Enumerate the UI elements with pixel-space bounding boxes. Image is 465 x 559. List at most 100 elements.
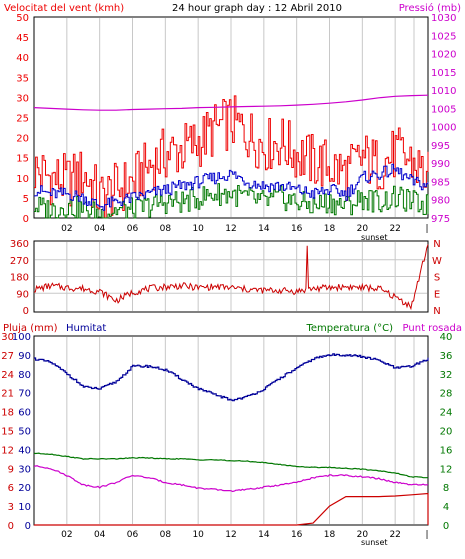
wind-hour-02: 02 [61,224,72,234]
wind-hour-16: 16 [291,224,303,234]
wind-min-line [34,183,429,219]
rain-hour-18: 18 [324,530,336,540]
temperature-ticks: 0 4 8 12 16 20 24 28 32 36 40 [440,332,453,532]
direction-degree-ticks: 0 90 180 270 360 [10,239,29,317]
rain-panel-grid [66,337,415,524]
compass-N-0: N [433,239,440,250]
sunset-label-top: sunset [361,233,388,242]
humidity-tick-40: 40 [18,445,31,456]
pressure-tick-985: 985 [431,177,450,188]
wind-tick-0: 0 [23,214,29,225]
wind-hour-end: | [425,224,428,234]
rain-hour-14: 14 [258,530,270,540]
wind-tick-50: 50 [16,13,29,24]
humidity-tick-80: 80 [18,370,31,381]
pressure-tick-990: 990 [431,159,450,170]
rain-hour-12: 12 [225,530,236,540]
wind-hour-10: 10 [192,224,204,234]
wind-hour-08: 08 [160,224,172,234]
rain-axis-label: Pluja (mm) [3,323,58,334]
pressure-tick-1030: 1030 [431,13,456,24]
temperature-axis-label: Temperatura (°C) [305,323,393,334]
temperature-tick-24: 24 [440,408,453,419]
humidity-tick-70: 70 [18,389,31,400]
pressure-tick-980: 980 [431,196,450,207]
direction-tick-180: 180 [10,273,29,284]
humidity-line [34,353,429,402]
rain-hour-08: 08 [160,530,172,540]
direction-series [33,244,429,311]
humidity-tick-60: 60 [18,408,31,419]
rain-tick-21: 21 [1,389,14,400]
rain-tick-18: 18 [1,408,14,419]
wind-tick-20: 20 [16,134,29,145]
humidity-tick-0: 0 [25,521,31,532]
rain-tick-27: 27 [1,351,14,362]
rain-tick-0: 0 [8,521,14,532]
humidity-tick-30: 30 [18,464,31,475]
compass-E-3: E [434,289,440,300]
wind-tick-15: 15 [16,154,29,165]
rain-tick-9: 9 [8,464,14,475]
wind-hour-18: 18 [324,224,336,234]
wind-speed-axis-label: Velocitat del vent (kmh) [4,3,124,14]
sunset-label-bottom: sunset [361,538,388,547]
wind-tick-35: 35 [16,73,29,84]
direction-panel-frame [33,240,429,313]
wind-hour-14: 14 [258,224,270,234]
wind-tick-25: 25 [16,114,29,125]
wind-hour-20: 20 [357,224,369,234]
direction-panel-grid [35,242,427,311]
wind-hour-22: 22 [389,224,400,234]
wind-tick-40: 40 [16,53,29,64]
direction-tick-270: 270 [10,256,29,267]
wind-gust-line [34,95,429,219]
pressure-tick-1015: 1015 [431,68,456,79]
humidity-tick-10: 10 [18,502,31,513]
rain-ticks: 0 3 6 9 12 15 18 21 24 27 30 [1,332,14,532]
humidity-ticks: 0 10 20 30 40 50 60 70 80 90 100 [12,332,31,532]
pressure-ticks: 975 980 985 990 995 1000 1005 1010 1015 1020 1025 1… [431,13,456,225]
compass-W-1: W [432,256,442,267]
wind-hour-12: 12 [225,224,236,234]
wind-hour-06: 06 [127,224,139,234]
wind-tick-45: 45 [16,33,29,44]
rain-tick-12: 12 [1,445,14,456]
compass-S-2: S [434,273,440,284]
temperature-line [33,452,429,479]
compass-N-4: N [433,306,440,317]
pressure-tick-995: 995 [431,141,450,152]
humidity-tick-90: 90 [18,351,31,362]
wind-tick-10: 10 [16,174,29,185]
rain-panel-hour-ticks: 02 04 06 08 10 12 14 16 18 20 22 | [61,530,428,540]
temperature-tick-40: 40 [440,332,453,343]
chart-title: 24 hour graph day : 12 Abril 2010 [172,3,342,14]
rain-tick-24: 24 [1,370,14,381]
humidity-tick-100: 100 [12,332,31,343]
pressure-tick-1010: 1010 [431,86,456,97]
humidity-axis-label: Humitat [66,323,106,334]
temperature-tick-0: 0 [443,521,449,532]
rain-tick-30: 30 [1,332,14,343]
direction-tick-90: 90 [16,289,29,300]
temperature-tick-32: 32 [440,370,453,381]
temperature-tick-28: 28 [440,389,453,400]
rain-hour-20: 20 [357,530,369,540]
dewpoint-line [33,465,429,493]
rain-tick-6: 6 [8,483,14,494]
direction-tick-0: 0 [23,306,29,317]
temperature-tick-16: 16 [440,445,453,456]
wind-average-line [34,163,429,211]
rain-hour-10: 10 [192,530,204,540]
rain-panel-series [33,353,429,526]
temperature-tick-20: 20 [440,427,453,438]
pressure-tick-975: 975 [431,214,450,225]
rain-tick-3: 3 [8,502,14,513]
